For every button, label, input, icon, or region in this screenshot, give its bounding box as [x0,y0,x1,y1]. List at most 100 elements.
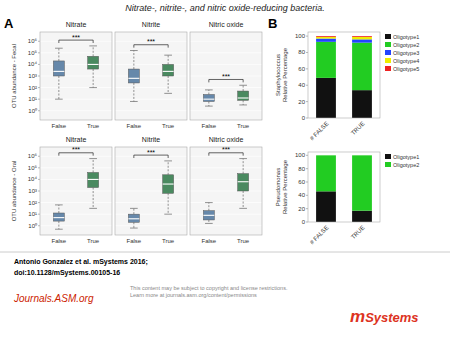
tick-label: 10⁶ [28,153,38,159]
significance-label: *** [222,73,230,80]
tick-label: 10⁰ [28,107,37,114]
significance-bracket [134,155,168,158]
box-panel: 10⁰10¹10²10³10⁴10⁵10⁶FalseTrueNitrateOTU… [11,21,112,129]
legend-label: Oligotype5 [393,66,419,72]
plot-frame [308,32,380,118]
footer-copyright: This content may be subject to copyright… [130,285,288,298]
whisker-cap [89,45,97,46]
tick-label: 10² [28,200,37,206]
whisker-cap [89,158,97,159]
whisker-cap [239,85,247,86]
whisker-cap [55,204,63,205]
grid-line [190,87,262,88]
x-tick-label: True [162,238,175,244]
whisker [243,85,244,91]
footer-url: Journals.ASM.org [13,293,94,304]
grid-line [40,52,112,53]
median [238,97,249,98]
significance-bracket [59,153,93,156]
bar-segment [352,39,372,42]
grid-line [115,87,187,88]
box-panel: FalseTrueNitric oxide*** [190,21,262,129]
whisker-cap [130,101,138,102]
grid-line [40,87,112,88]
y-axis-label-line: Pseudomonas [275,168,281,206]
grid-line [115,64,187,65]
tick-label: 10⁵ [28,165,38,171]
plot-frame [308,152,380,222]
grid-line [190,202,262,203]
panel-label: A [4,16,14,31]
whisker-cap [239,158,247,159]
bar-segment [316,37,336,39]
panel-title: Nitrite [142,136,160,143]
whisker-cap [164,55,172,56]
whisker-cap [130,208,138,209]
grid-line [115,52,187,53]
grid-line [40,99,112,100]
tick-label: 10³ [28,73,37,79]
grid-line [190,214,262,215]
significance-bracket [59,40,93,43]
tick-label: 10¹ [28,211,37,217]
tick-label: 10¹ [28,96,37,102]
median [203,99,214,100]
bar-panel: 020406080100# FALSETRUEPseudomonasRelati… [275,152,419,245]
legend-label: Oligotype1 [393,154,419,160]
grid-line [190,99,262,100]
marks [53,159,98,230]
whisker-cap [239,208,247,209]
tick-label: 60 [298,66,305,72]
grid-line [190,52,262,53]
x-tick-label: False [127,123,142,129]
tick-label: 40 [298,82,305,88]
tick-label: 100 [295,152,306,158]
box [203,95,214,102]
whisker-cap [55,48,63,49]
whisker-cap [205,202,213,203]
x-tick-label: False [202,123,217,129]
tick-label: 10⁰ [28,222,37,229]
median [88,64,99,65]
whisker [58,76,59,99]
x-tick-label: # FALSE [309,120,330,141]
legend-label: Oligotype1 [393,34,419,40]
whisker [208,101,209,106]
y-axis-label-line: Relative Percentage [282,47,288,102]
footer-doi: doi:10.1128/mSystems.00105-16 [14,269,120,277]
whisker [168,193,169,214]
footer-copyright-line: This content may be subject to copyright… [130,285,288,291]
whisker [93,159,94,173]
whisker [243,159,244,174]
tick-label: 40 [298,192,305,198]
grid-line [115,99,187,100]
tick-label: 10³ [28,188,37,194]
tick-label: 10⁴ [28,61,38,67]
x-tick-label: TRUE [350,120,366,136]
significance-label: *** [72,146,80,153]
grid-line [115,110,187,111]
plot-frame [190,32,262,120]
x-tick-label: False [202,238,217,244]
whisker [208,203,209,211]
bar-panel: 020406080100# FALSETRUEStaphylococcusRel… [275,32,419,141]
box-panel: FalseTrueNitrite*** [115,136,187,244]
bar-segment [316,36,336,38]
whisker [93,69,94,88]
legend-swatch [385,66,391,71]
legend-swatch [385,34,391,39]
grid-line [190,156,262,157]
grid-line [115,179,187,180]
panel-label: B [268,16,277,31]
grid-line [40,64,112,65]
whisker [168,76,169,93]
significance-bracket [209,153,243,156]
significance-label: *** [72,34,80,41]
marks [128,161,173,228]
whisker-cap [164,214,172,215]
significance-bracket [209,79,243,82]
whisker-cap [205,106,213,107]
grid-line [190,191,262,192]
whisker-cap [130,228,138,229]
whisker [168,55,169,64]
